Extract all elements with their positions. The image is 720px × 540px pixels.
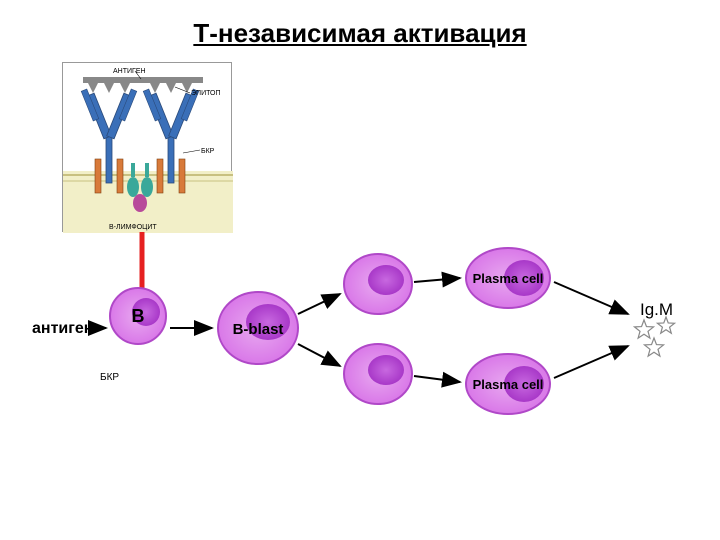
- receptor-svg: АНТИГЕН ЭПИТОП БКР В-ЛИМФОЦИТ: [63, 63, 233, 233]
- label-blymphocyte: В-ЛИМФОЦИТ: [109, 224, 157, 231]
- cells-group: [110, 248, 550, 414]
- label-bkr: БКР: [201, 148, 215, 155]
- cell-plasma-bot: [466, 354, 550, 414]
- arrow-bot-plasma: [414, 376, 460, 382]
- receptor-diagram: АНТИГЕН ЭПИТОП БКР В-ЛИМФОЦИТ: [62, 62, 232, 232]
- label-antigen-flow: антиген: [32, 320, 93, 338]
- red-arrow-down: [132, 232, 152, 312]
- cell-mid-bot: [344, 344, 412, 404]
- cell-mid-top: [344, 254, 412, 314]
- arrow-top-plasma: [414, 278, 460, 282]
- label-epitope: ЭПИТОП: [191, 90, 221, 97]
- arrow-plasma-igm-bot: [554, 346, 628, 378]
- label-b-blast: B-blast: [233, 321, 284, 338]
- label-antigen: АНТИГЕН: [113, 68, 146, 75]
- label-igm: Ig.M: [640, 300, 673, 320]
- cell-plasma-top: [466, 248, 550, 308]
- page-title: Т-независимая активация: [193, 18, 526, 49]
- igm-stars: [634, 317, 674, 356]
- arrow-bblast-top: [298, 294, 340, 314]
- antigen-bar: [83, 77, 203, 93]
- cell-bblast: [218, 292, 298, 364]
- arrow-bblast-bot: [298, 344, 340, 366]
- label-plasma-top: Plasma cell: [473, 271, 544, 286]
- arrow-plasma-igm-top: [554, 282, 628, 314]
- label-plasma-bot: Plasma cell: [473, 377, 544, 392]
- label-bkr-small: БКР: [100, 372, 119, 383]
